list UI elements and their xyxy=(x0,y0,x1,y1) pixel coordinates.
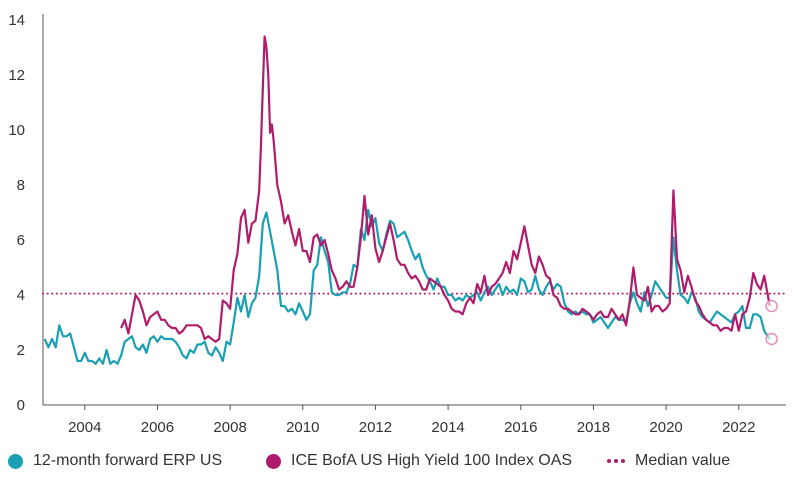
y-axis: 0 2 4 6 8 10 12 14 xyxy=(8,12,44,414)
legend-marker-median xyxy=(607,459,625,463)
plot-area xyxy=(42,35,787,365)
x-tick-label: 2022 xyxy=(722,419,755,436)
y-tick-label: 14 xyxy=(8,12,25,29)
x-tick-label: 2020 xyxy=(649,419,682,436)
y-tick-label: 4 xyxy=(17,287,25,304)
legend-marker-erp xyxy=(8,453,23,469)
y-tick-label: 8 xyxy=(17,177,25,194)
x-tick-label: 2016 xyxy=(504,419,537,436)
x-tick-label: 2012 xyxy=(359,419,392,436)
x-tick-label: 2008 xyxy=(213,419,246,436)
y-tick-label: 10 xyxy=(8,122,25,139)
x-axis: 2004 2006 2008 2010 2012 2014 2016 2018 2020 2022 xyxy=(43,404,786,436)
legend-label-median: Median value xyxy=(635,452,731,469)
legend-item-median[interactable]: Median value xyxy=(607,452,730,470)
legend-label-oas: ICE BofA US High Yield 100 Index OAS xyxy=(291,452,573,469)
chart: 0 2 4 6 8 10 12 14 2004 2006 2008 2010 2012 2014 2016… xyxy=(8,12,787,436)
y-tick-label: 12 xyxy=(8,67,25,84)
end-marker-erp xyxy=(765,332,778,346)
y-tick-label: 2 xyxy=(17,342,25,359)
y-tick-label: 6 xyxy=(17,232,25,249)
legend-marker-oas xyxy=(266,453,281,469)
x-tick-label: 2004 xyxy=(68,419,101,436)
legend-item-erp[interactable]: 12-month forward ERP US xyxy=(8,452,222,470)
x-tick-label: 2014 xyxy=(431,419,464,436)
series-line-oas xyxy=(120,35,771,343)
legend: 12-month forward ERP US ICE BofA US High… xyxy=(0,452,800,482)
series-line-erp xyxy=(43,208,771,365)
legend-item-oas[interactable]: ICE BofA US High Yield 100 Index OAS xyxy=(266,452,572,470)
end-marker-oas xyxy=(765,299,778,313)
y-tick-label: 0 xyxy=(17,397,25,414)
legend-label-erp: 12-month forward ERP US xyxy=(33,452,223,469)
x-tick-label: 2006 xyxy=(141,419,174,436)
x-tick-label: 2010 xyxy=(286,419,319,436)
x-tick-label: 2018 xyxy=(577,419,610,436)
